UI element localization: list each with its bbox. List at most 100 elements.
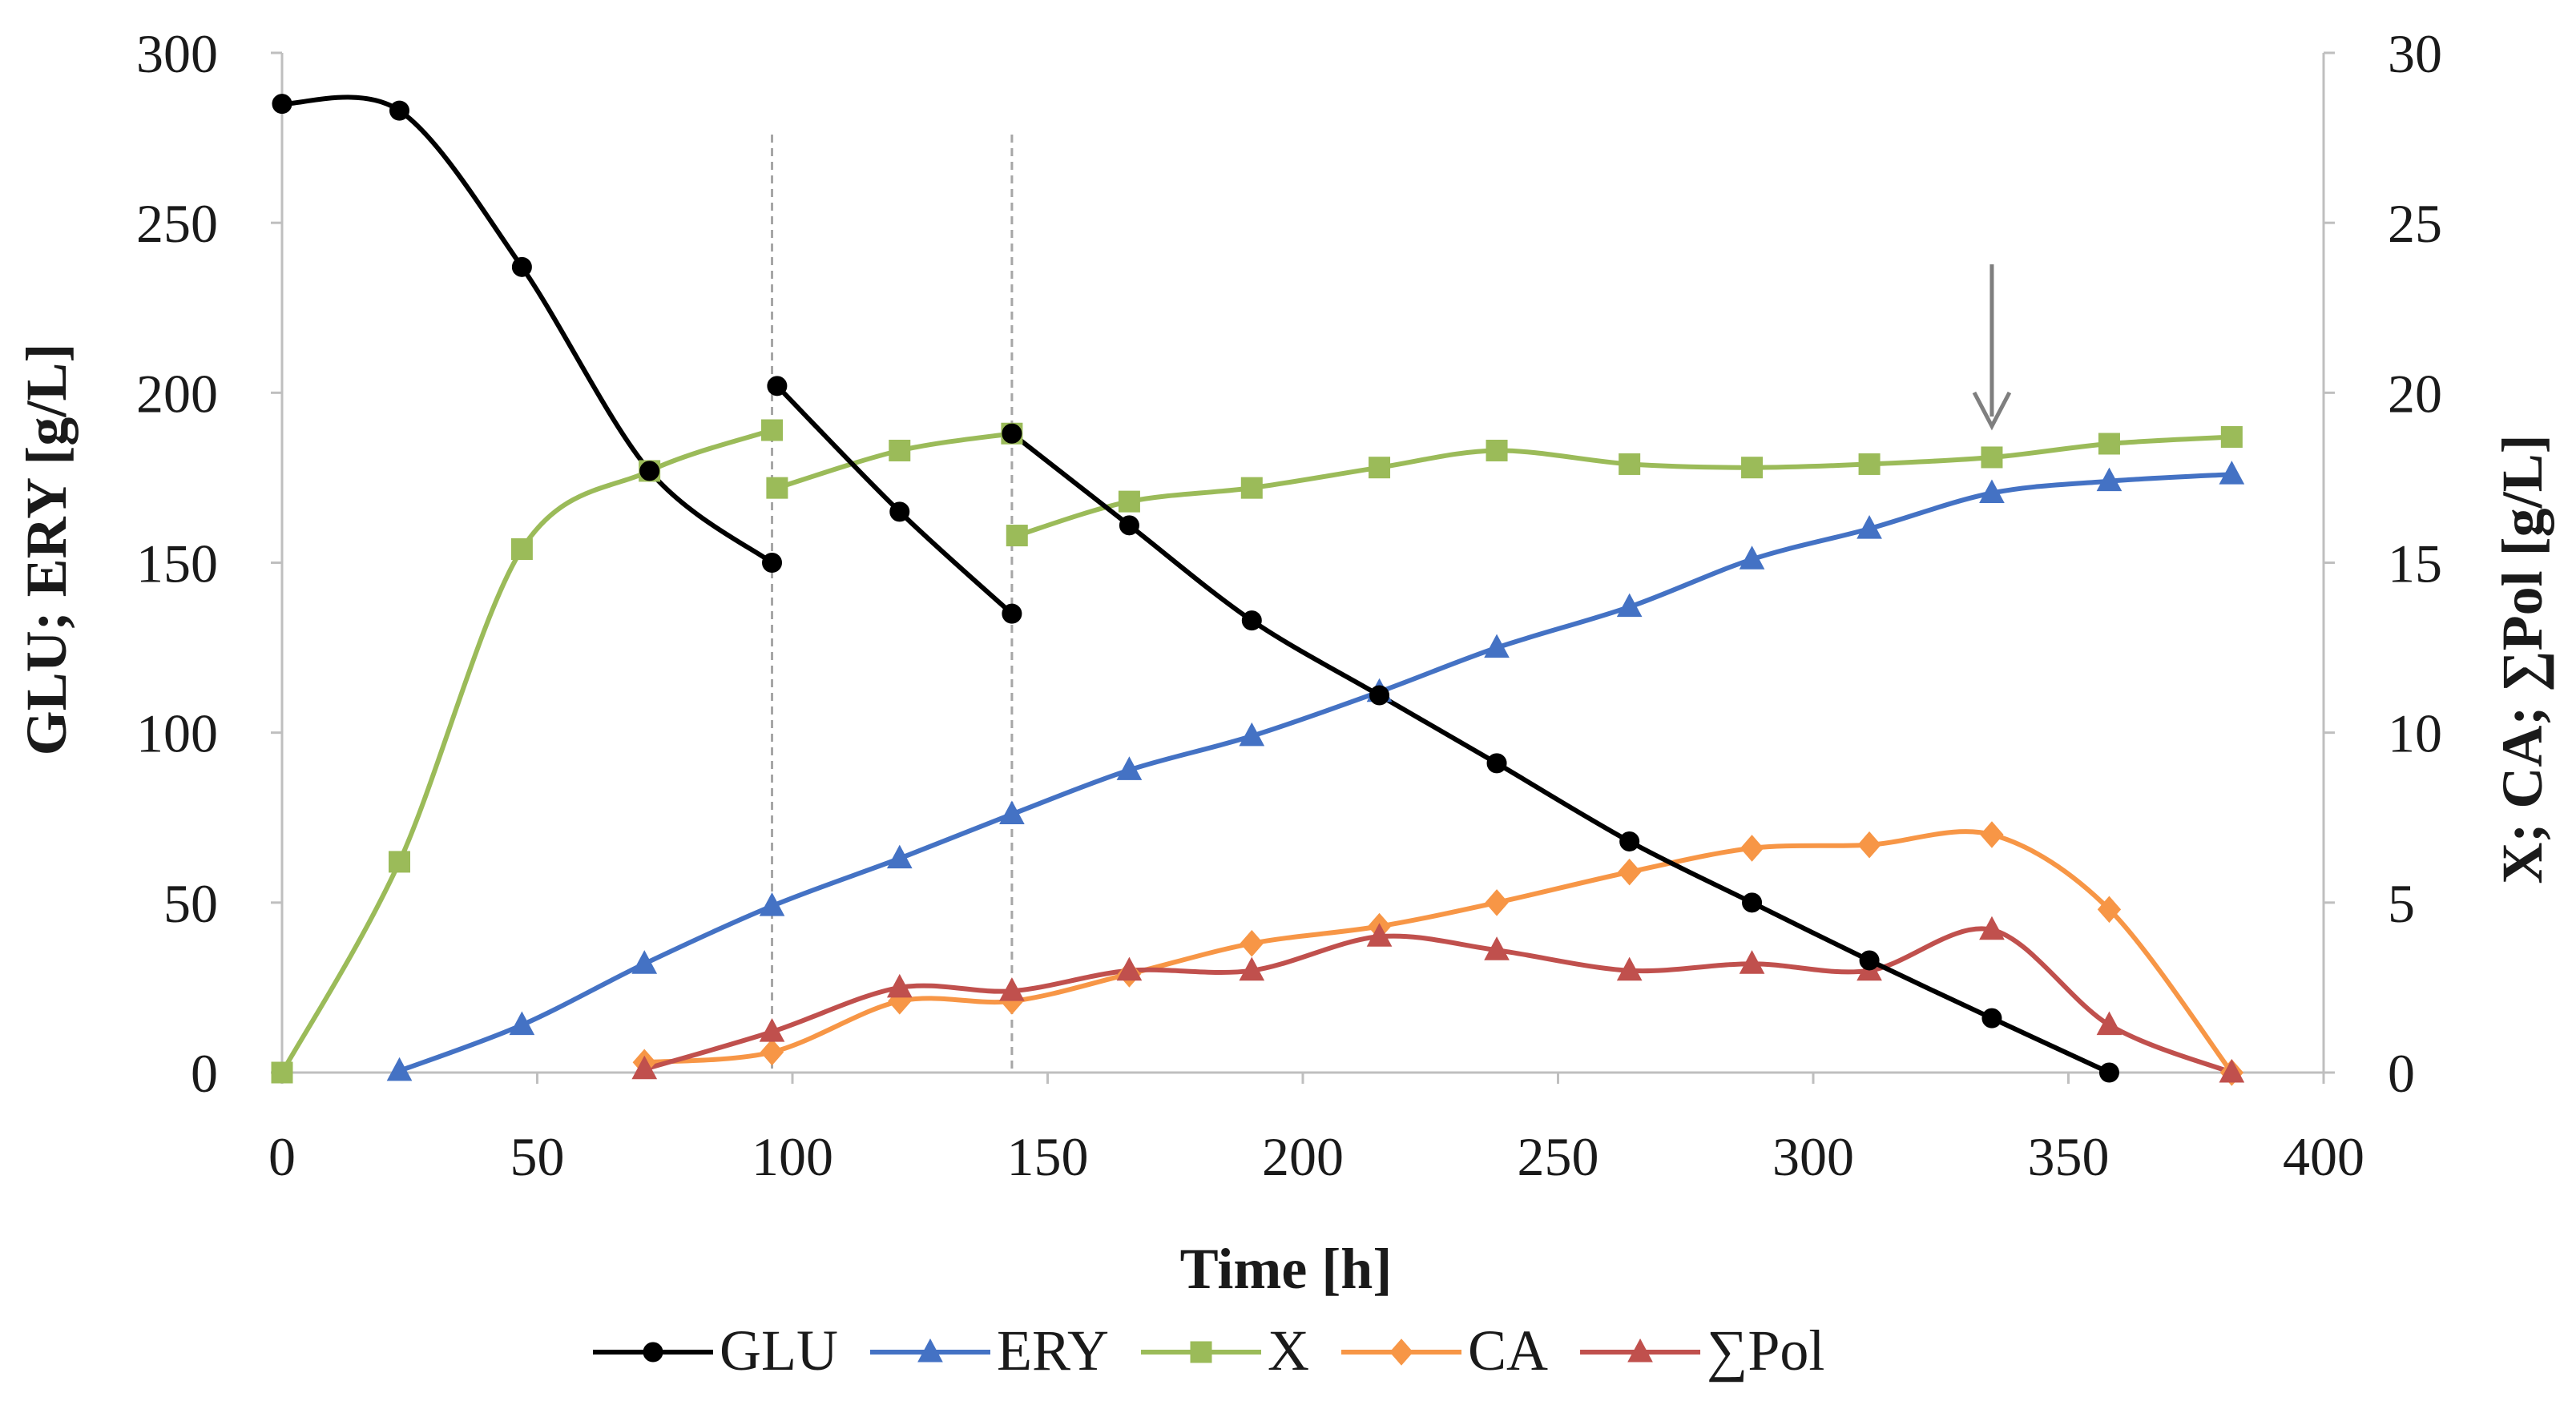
series-line-glu — [774, 383, 1014, 617]
data-point-x — [1981, 446, 2003, 469]
data-point-ca — [1740, 835, 1764, 862]
x-tick-label: 200 — [1262, 1126, 1344, 1187]
data-point-ery — [2096, 467, 2122, 492]
x-tick-label: 250 — [1518, 1126, 1599, 1187]
data-point-x — [2098, 433, 2120, 455]
y-right-tick-label: 15 — [2388, 533, 2442, 594]
tick-labels: 0 50 100 150 200 250 300 350 4000501001502002503… — [136, 23, 2442, 1187]
data-point-x — [1369, 457, 1391, 479]
data-point-x — [1006, 525, 1028, 547]
data-point-x — [1619, 453, 1641, 475]
y-left-tick-label: 200 — [136, 363, 218, 424]
data-point-ery — [1856, 515, 1882, 539]
data-point-glu — [272, 94, 292, 115]
legend: GLU ERY X CA ∑Pol — [593, 1318, 1824, 1383]
data-point-ery — [1484, 634, 1510, 658]
data-point-x — [766, 477, 788, 499]
legend-marker-glu — [643, 1342, 663, 1363]
y-left-tick-label: 0 — [191, 1043, 218, 1104]
y-left-tick-label: 100 — [136, 703, 218, 764]
data-point-sum-pol — [1979, 916, 2005, 940]
series-markers — [271, 94, 2245, 1086]
legend-label-ca: CA — [1468, 1318, 1548, 1383]
data-point-ca — [760, 1038, 784, 1066]
data-point-glu — [1742, 892, 1763, 913]
data-point-sum-pol — [631, 1055, 658, 1080]
x-tick-label: 350 — [2028, 1126, 2110, 1187]
data-point-sum-pol — [2219, 1058, 2245, 1083]
data-point-ery — [1239, 722, 1265, 747]
data-point-x — [271, 1061, 293, 1084]
data-point-ca — [1485, 889, 1509, 916]
data-point-sum-pol — [1366, 923, 1393, 947]
y-left-tick-label: 250 — [136, 193, 218, 254]
y-right-tick-label: 0 — [2388, 1043, 2415, 1104]
data-point-glu — [2098, 1062, 2119, 1083]
data-point-ery — [886, 844, 913, 869]
series-line-x — [280, 428, 775, 1075]
axes — [271, 51, 2335, 1084]
data-point-x — [1858, 453, 1881, 475]
x-axis-title: Time [h] — [1180, 1237, 1393, 1301]
series-line-ery — [397, 472, 2235, 1073]
data-point-x — [2220, 425, 2243, 448]
legend-label-glu: GLU — [720, 1318, 838, 1383]
x-tick-label: 300 — [1772, 1126, 1854, 1187]
data-point-x — [1486, 439, 1508, 461]
data-point-sum-pol — [1239, 956, 1265, 981]
data-point-glu — [1119, 515, 1139, 536]
data-point-ery — [999, 800, 1025, 825]
data-point-glu — [1859, 950, 1880, 971]
data-point-glu — [767, 376, 788, 397]
y-left-tick-label: 300 — [136, 23, 218, 84]
annotation — [1972, 264, 2012, 431]
data-point-glu — [1619, 831, 1640, 851]
x-tick-label: 0 — [268, 1126, 296, 1187]
y-right-tick-label: 25 — [2388, 193, 2442, 254]
data-point-sum-pol — [1116, 956, 1143, 981]
data-point-glu — [1002, 603, 1022, 624]
series-line-sum-pol — [642, 926, 2235, 1075]
series-line-ca — [642, 829, 2235, 1075]
data-point-x — [389, 851, 411, 873]
legend-label-ery: ERY — [997, 1318, 1109, 1383]
data-point-ca — [1240, 929, 1264, 957]
data-point-ery — [1979, 479, 2005, 504]
data-point-ery — [759, 892, 785, 916]
data-point-ery — [386, 1057, 413, 1081]
y-right-tick-label: 10 — [2388, 703, 2442, 764]
data-point-ca — [1980, 821, 2004, 848]
series-line-glu — [280, 95, 775, 566]
y-right-tick-label: 20 — [2388, 363, 2442, 424]
data-point-ery — [1116, 756, 1143, 780]
data-point-sum-pol — [999, 977, 1025, 1001]
annotation-arrow-icon — [1972, 391, 2012, 431]
data-point-glu — [511, 256, 532, 277]
data-point-glu — [1369, 685, 1390, 706]
data-point-glu — [639, 461, 660, 481]
legend-marker-sum-pol — [1627, 1338, 1653, 1363]
data-point-sum-pol — [2096, 1011, 2122, 1036]
x-tick-label: 150 — [1007, 1126, 1089, 1187]
data-point-glu — [889, 501, 910, 522]
data-point-glu — [1486, 753, 1507, 774]
x-tick-label: 100 — [752, 1126, 833, 1187]
legend-marker-ery — [917, 1338, 943, 1363]
data-point-x — [510, 538, 533, 561]
data-point-glu — [762, 553, 783, 573]
legend-label-x: X — [1268, 1318, 1309, 1383]
data-point-glu — [1241, 610, 1262, 631]
y-left-tick-label: 150 — [136, 533, 218, 594]
data-point-sum-pol — [759, 1018, 785, 1042]
data-point-sum-pol — [1484, 936, 1510, 960]
data-point-glu — [389, 100, 410, 121]
data-point-ca — [1618, 858, 1642, 886]
x-tick-label: 400 — [2283, 1126, 2364, 1187]
data-point-glu — [1981, 1008, 2002, 1028]
y-right-tick-label: 30 — [2388, 23, 2442, 84]
data-point-ery — [1739, 545, 1765, 570]
y-axis-left-title: GLU; ERY [g/L] — [14, 344, 79, 756]
series-lines — [280, 95, 2235, 1075]
x-tick-label: 50 — [510, 1126, 565, 1187]
data-point-sum-pol — [1616, 956, 1643, 981]
